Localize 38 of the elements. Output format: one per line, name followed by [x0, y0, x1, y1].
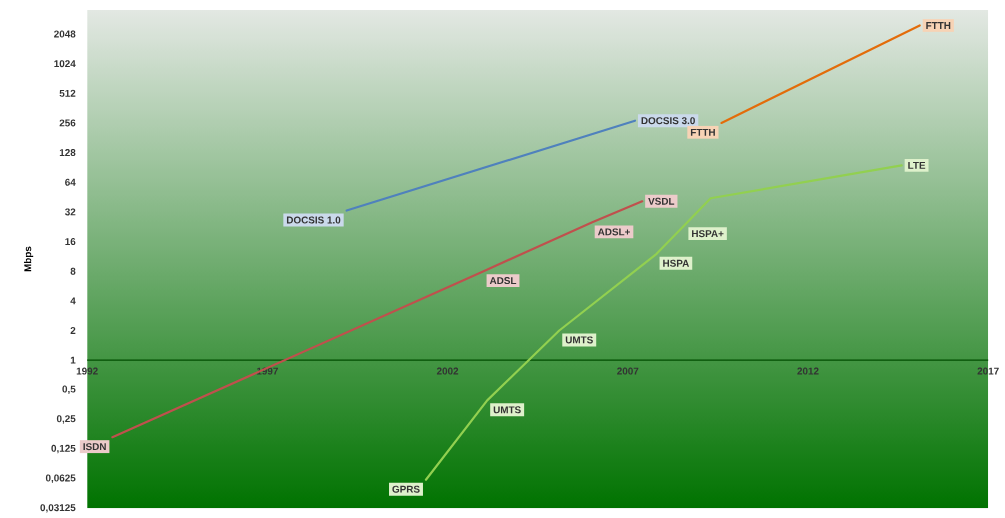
annotation: ISDN: [83, 443, 106, 450]
y-tick-label: 8: [70, 267, 76, 275]
annotation: ADSL: [489, 277, 517, 284]
annotation: UMTS: [493, 406, 521, 414]
y-tick-label: 1: [70, 356, 76, 364]
annotation: UMTS: [565, 336, 593, 344]
y-axis-title: Mbps: [23, 246, 34, 272]
annotation: HSPA+: [692, 230, 724, 237]
x-tick-label: 2017: [977, 367, 999, 375]
y-tick-label: 0,5: [62, 385, 76, 394]
annotation: FTTH: [690, 128, 715, 136]
x-tick-label: 2012: [797, 367, 819, 375]
y-tick-label: 0,0625: [45, 474, 76, 483]
y-tick-label: 16: [65, 237, 76, 245]
y-tick-label: 512: [59, 89, 76, 97]
annotation: FTTH: [926, 21, 951, 29]
x-tick-label: 2002: [436, 367, 459, 375]
y-tick-label: 64: [65, 178, 76, 186]
y-tick-label: 2048: [54, 30, 76, 38]
line-series: [424, 164, 903, 481]
annotation: LTE: [908, 161, 926, 169]
annotation: DOCSIS 3.0: [641, 117, 695, 125]
annotation: DOCSIS 1.0: [286, 216, 341, 224]
annotation: HSPA: [663, 259, 690, 267]
annotation: VSDL: [648, 197, 675, 205]
y-tick-label: 0,03125: [40, 504, 76, 513]
annotation: GPRS: [392, 485, 420, 493]
y-tick-label: 256: [59, 119, 76, 127]
y-tick-label: 0,25: [56, 415, 76, 424]
y-tick-label: 128: [59, 148, 76, 156]
y-tick-label: 32: [64, 208, 76, 216]
x-tick-label: 2007: [617, 367, 639, 375]
annotation: ADSL+: [597, 228, 630, 236]
y-tick-label: 4: [70, 297, 76, 305]
y-tick-label: 1024: [54, 60, 76, 68]
y-tick-label: 2: [70, 326, 76, 334]
y-tick-label: 0,125: [51, 444, 76, 454]
line-series: [111, 200, 644, 439]
